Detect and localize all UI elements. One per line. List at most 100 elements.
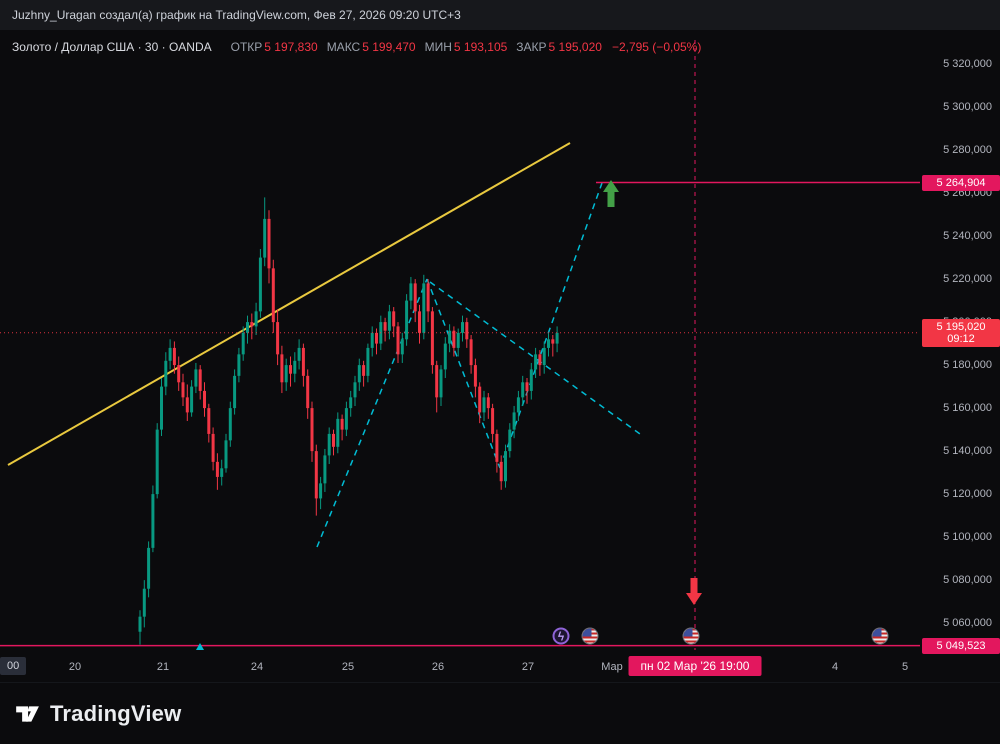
chart-canvas[interactable] — [0, 30, 1000, 652]
dashed-projection-line[interactable] — [316, 278, 428, 548]
candle-body — [224, 440, 228, 469]
tradingview-logo-icon[interactable] — [14, 701, 40, 727]
candle-body — [319, 483, 323, 499]
attribution-bar: Juzhny_Uragan создал(а) график на Tradin… — [0, 0, 1000, 30]
symbol-title[interactable]: Золото / Доллар США · 30 · OANDA — [12, 40, 212, 54]
tradingview-brand-text[interactable]: TradingView — [50, 700, 182, 726]
candle-body — [267, 218, 271, 269]
flag-canton — [683, 628, 693, 637]
candle-body — [375, 332, 378, 344]
candle-body — [534, 354, 538, 370]
down-arrow-icon[interactable] — [686, 578, 702, 605]
candle-body — [409, 283, 413, 301]
candle-body — [215, 461, 219, 477]
candle-body — [233, 375, 237, 409]
candle-body — [181, 382, 185, 398]
marker-triangle-icon[interactable] — [196, 643, 204, 650]
price-tick-label: 5 300,000 — [943, 101, 992, 114]
candle-body — [289, 365, 292, 374]
candle-body — [220, 468, 224, 477]
price-tick-label: 5 080,000 — [943, 574, 992, 587]
price-tick-label: 5 280,000 — [943, 144, 992, 157]
high-label: МАКС — [326, 40, 361, 54]
time-tick-label: 20 — [68, 661, 82, 673]
footer-bar: TradingView — [0, 682, 1000, 744]
candle-body — [516, 397, 520, 413]
candle-body — [508, 429, 512, 452]
candle-body — [164, 360, 168, 387]
candle-body — [241, 332, 245, 355]
candle-body — [323, 455, 327, 484]
chart-region[interactable]: Золото / Доллар США · 30 · OANDA ОТКР 5 … — [0, 30, 1000, 654]
change-value: −2,795 (−0,05%) — [611, 40, 702, 54]
time-tick-label: 26 — [431, 661, 445, 673]
candle-body — [469, 339, 473, 366]
trendline-yellow[interactable] — [7, 142, 571, 466]
candle-body — [155, 429, 159, 495]
candle-body — [456, 332, 460, 348]
price-tick-label: 5 320,000 — [943, 58, 992, 71]
support-price-label: 5 049,523 — [936, 639, 986, 652]
candle-body — [482, 397, 486, 413]
lightning-event-icon[interactable]: ϟ — [552, 627, 570, 645]
candle-body — [280, 354, 284, 383]
up-arrow-icon[interactable] — [603, 180, 619, 207]
candle-body — [547, 339, 550, 348]
candle-body — [422, 283, 426, 333]
time-tick-label: Мар — [601, 661, 623, 673]
candle-body — [142, 588, 146, 617]
candle-body — [250, 322, 254, 327]
price-tick-label: 5 180,000 — [943, 359, 992, 372]
candle-body — [271, 268, 275, 323]
us-flag-event-icon[interactable] — [871, 627, 889, 645]
candle-body — [478, 386, 482, 413]
time-tick-label: 25 — [341, 661, 355, 673]
us-flag-event-icon[interactable] — [682, 627, 700, 645]
candle-body — [198, 369, 202, 391]
high-value: 5 199,470 — [362, 40, 416, 54]
time-axis-left-badge: 00 — [0, 657, 27, 675]
candle-body — [491, 408, 495, 434]
candle-body — [383, 322, 387, 331]
candle-body — [284, 365, 288, 383]
dashed-projection-line[interactable] — [426, 278, 501, 469]
candle-body — [151, 494, 155, 548]
candle-body — [443, 343, 447, 370]
candle-body — [263, 218, 267, 258]
time-axis[interactable]: 00 20 21 24 25 26 27 Мар 4 5 пн 02 Мар '26 19:00 — [0, 652, 1000, 682]
candle-body — [310, 408, 314, 452]
price-tick-label: 5 060,000 — [943, 617, 992, 630]
candle-body — [396, 326, 400, 355]
time-tick-label: 21 — [156, 661, 170, 673]
us-flag-event-icon[interactable] — [581, 627, 599, 645]
current-price-badge: 5 195,020 09:12 — [922, 318, 1000, 347]
candle-body — [452, 330, 456, 348]
candle-body — [405, 300, 409, 340]
target-price-badge: 5 264,904 — [922, 174, 1000, 191]
close-label: ЗАКР — [516, 40, 547, 54]
open-label: ОТКР — [230, 40, 263, 54]
candle-body — [366, 347, 370, 376]
candle-body — [465, 322, 469, 340]
event-date-badge: пн 02 Мар '26 19:00 — [628, 656, 762, 676]
candle-body — [353, 382, 357, 398]
candle-body — [306, 375, 310, 409]
candle-body — [542, 347, 546, 366]
candle-body — [190, 386, 194, 413]
candle-body — [362, 365, 366, 376]
candle-body — [413, 283, 417, 312]
candle-body — [439, 369, 443, 398]
price-tick-label: 5 140,000 — [943, 445, 992, 458]
candle-body — [336, 418, 340, 447]
price-axis[interactable]: 5 264,904 5 195,020 09:12 5 049,523 5 32… — [920, 30, 1000, 654]
candle-body — [297, 347, 301, 361]
candle-body — [430, 311, 434, 366]
candle-body — [512, 412, 516, 430]
price-tick-label: 5 220,000 — [943, 273, 992, 286]
candle-body — [327, 433, 331, 456]
target-price-label: 5 264,904 — [936, 176, 986, 189]
flag-canton — [872, 628, 882, 637]
low-label: МИН — [424, 40, 452, 54]
candle-body — [228, 408, 232, 441]
